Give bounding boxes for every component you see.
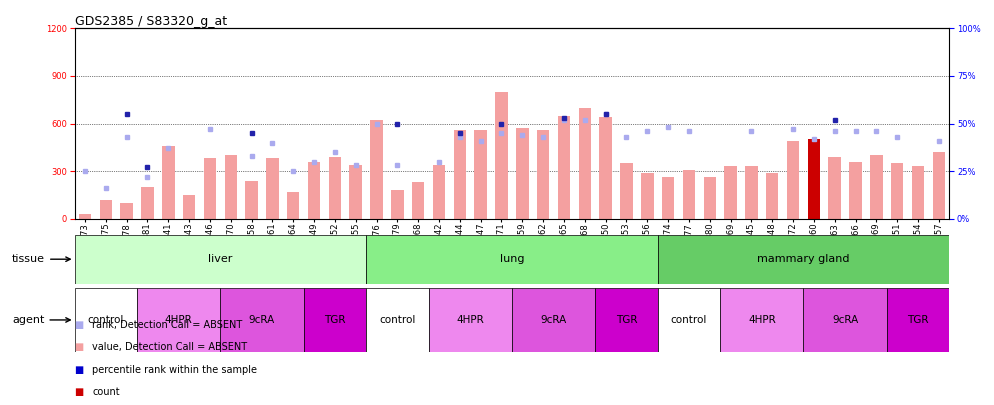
Bar — [558, 115, 571, 219]
Text: 4HPR: 4HPR — [456, 315, 484, 325]
Bar — [141, 187, 154, 219]
Bar — [246, 181, 257, 219]
Bar — [120, 203, 133, 219]
Bar — [787, 141, 799, 219]
Text: ■: ■ — [75, 387, 83, 397]
Bar — [329, 157, 341, 219]
Text: control: control — [87, 315, 124, 325]
Bar — [808, 139, 820, 219]
Bar — [495, 92, 508, 219]
Bar — [225, 155, 237, 219]
Bar — [308, 162, 320, 219]
Bar — [579, 108, 591, 219]
Bar — [75, 288, 137, 352]
Bar — [303, 288, 366, 352]
Bar — [658, 288, 721, 352]
Bar — [137, 288, 221, 352]
Text: 9cRA: 9cRA — [248, 315, 275, 325]
Text: ■: ■ — [75, 342, 83, 352]
Bar — [641, 173, 653, 219]
Bar — [704, 177, 716, 219]
Bar — [366, 288, 428, 352]
Bar — [887, 288, 949, 352]
Bar — [595, 288, 658, 352]
Bar — [512, 288, 595, 352]
Text: rank, Detection Call = ABSENT: rank, Detection Call = ABSENT — [92, 320, 243, 330]
Text: 4HPR: 4HPR — [747, 315, 775, 325]
Bar — [99, 200, 112, 219]
Bar — [746, 166, 757, 219]
Bar — [266, 158, 278, 219]
Text: liver: liver — [208, 254, 233, 264]
Text: TGR: TGR — [908, 315, 928, 325]
Text: ■: ■ — [75, 320, 83, 330]
Text: control: control — [671, 315, 707, 325]
Bar — [725, 166, 737, 219]
Text: agent: agent — [12, 315, 71, 325]
Bar — [870, 155, 883, 219]
Bar — [204, 158, 216, 219]
Text: ■: ■ — [75, 364, 83, 375]
Bar — [221, 288, 303, 352]
Bar — [662, 177, 674, 219]
Text: lung: lung — [500, 254, 524, 264]
Bar — [849, 162, 862, 219]
Bar — [391, 190, 404, 219]
Bar — [366, 235, 658, 284]
Bar — [432, 165, 445, 219]
Bar — [803, 288, 887, 352]
Bar — [721, 288, 803, 352]
Bar — [683, 170, 695, 219]
Bar — [75, 235, 366, 284]
Bar — [766, 173, 778, 219]
Text: GDS2385 / S83320_g_at: GDS2385 / S83320_g_at — [75, 15, 227, 28]
Text: value, Detection Call = ABSENT: value, Detection Call = ABSENT — [92, 342, 248, 352]
Bar — [599, 117, 612, 219]
Text: 4HPR: 4HPR — [165, 315, 193, 325]
Bar — [428, 288, 512, 352]
Text: mammary gland: mammary gland — [757, 254, 850, 264]
Bar — [162, 146, 175, 219]
Bar — [516, 128, 529, 219]
Bar — [474, 130, 487, 219]
Bar — [537, 130, 550, 219]
Text: count: count — [92, 387, 120, 397]
Bar — [453, 130, 466, 219]
Text: control: control — [379, 315, 415, 325]
Bar — [183, 195, 196, 219]
Bar — [412, 182, 424, 219]
Bar — [828, 157, 841, 219]
Bar — [932, 152, 945, 219]
Bar — [287, 192, 299, 219]
Bar — [371, 120, 383, 219]
Text: tissue: tissue — [12, 254, 71, 264]
Text: percentile rank within the sample: percentile rank within the sample — [92, 364, 257, 375]
Bar — [350, 165, 362, 219]
Bar — [620, 163, 633, 219]
Bar — [911, 166, 924, 219]
Bar — [891, 163, 904, 219]
Text: TGR: TGR — [324, 315, 346, 325]
Bar — [79, 214, 91, 219]
Text: 9cRA: 9cRA — [832, 315, 858, 325]
Text: 9cRA: 9cRA — [541, 315, 567, 325]
Bar — [658, 235, 949, 284]
Text: TGR: TGR — [615, 315, 637, 325]
